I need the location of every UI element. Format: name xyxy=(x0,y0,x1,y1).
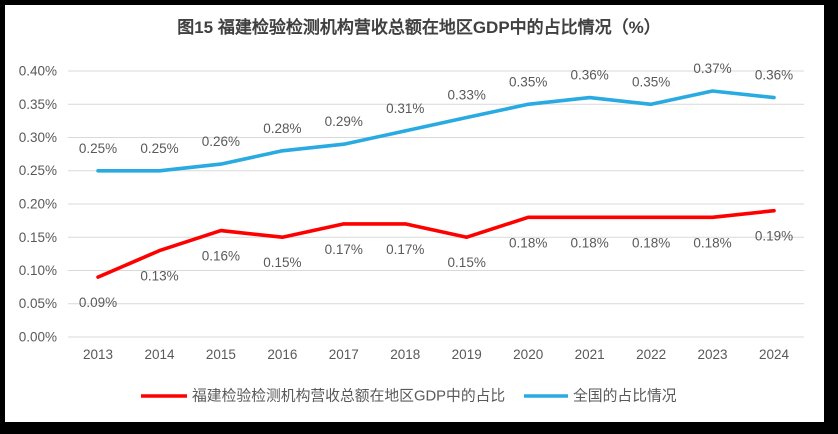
svg-text:0.13%: 0.13% xyxy=(140,269,178,284)
svg-text:0.25%: 0.25% xyxy=(79,141,117,156)
svg-text:2023: 2023 xyxy=(697,347,727,362)
svg-text:福建检验检测机构营收总额在地区GDP中的占比: 福建检验检测机构营收总额在地区GDP中的占比 xyxy=(192,388,505,405)
svg-text:2016: 2016 xyxy=(267,347,297,362)
svg-text:0.28%: 0.28% xyxy=(263,121,301,136)
svg-text:0.40%: 0.40% xyxy=(19,64,57,79)
svg-text:2018: 2018 xyxy=(390,347,420,362)
svg-text:全国的占比情况: 全国的占比情况 xyxy=(573,387,677,405)
svg-text:0.26%: 0.26% xyxy=(202,134,240,149)
svg-text:0.10%: 0.10% xyxy=(19,263,57,278)
svg-text:0.18%: 0.18% xyxy=(632,235,670,250)
svg-text:0.36%: 0.36% xyxy=(570,68,608,83)
svg-text:2017: 2017 xyxy=(329,347,359,362)
svg-text:0.36%: 0.36% xyxy=(755,68,793,83)
svg-text:0.35%: 0.35% xyxy=(632,74,670,89)
svg-text:0.29%: 0.29% xyxy=(325,114,363,129)
svg-text:2022: 2022 xyxy=(636,347,666,362)
svg-text:0.19%: 0.19% xyxy=(755,229,793,244)
svg-text:0.35%: 0.35% xyxy=(19,97,57,112)
svg-text:0.17%: 0.17% xyxy=(386,242,424,257)
svg-text:0.18%: 0.18% xyxy=(693,235,731,250)
svg-text:2021: 2021 xyxy=(575,347,605,362)
svg-text:0.25%: 0.25% xyxy=(19,163,57,178)
svg-text:0.25%: 0.25% xyxy=(140,141,178,156)
svg-text:0.05%: 0.05% xyxy=(19,296,57,311)
svg-text:0.37%: 0.37% xyxy=(693,61,731,76)
svg-text:0.15%: 0.15% xyxy=(19,230,57,245)
svg-text:0.15%: 0.15% xyxy=(448,255,486,270)
svg-text:0.15%: 0.15% xyxy=(263,255,301,270)
svg-text:0.09%: 0.09% xyxy=(79,295,117,310)
svg-text:2014: 2014 xyxy=(144,347,175,362)
svg-text:0.33%: 0.33% xyxy=(448,88,486,103)
svg-text:0.35%: 0.35% xyxy=(509,74,547,89)
svg-text:0.16%: 0.16% xyxy=(202,249,240,264)
svg-text:0.20%: 0.20% xyxy=(19,197,57,212)
svg-text:2019: 2019 xyxy=(452,347,482,362)
svg-text:2013: 2013 xyxy=(83,347,113,362)
svg-text:0.18%: 0.18% xyxy=(570,235,608,250)
svg-text:2024: 2024 xyxy=(759,347,790,362)
svg-text:0.30%: 0.30% xyxy=(19,130,57,145)
svg-text:0.18%: 0.18% xyxy=(509,235,547,250)
svg-text:0.00%: 0.00% xyxy=(19,330,57,345)
svg-text:2015: 2015 xyxy=(206,347,236,362)
svg-text:0.31%: 0.31% xyxy=(386,101,424,116)
svg-text:2020: 2020 xyxy=(513,347,543,362)
svg-text:0.17%: 0.17% xyxy=(325,242,363,257)
